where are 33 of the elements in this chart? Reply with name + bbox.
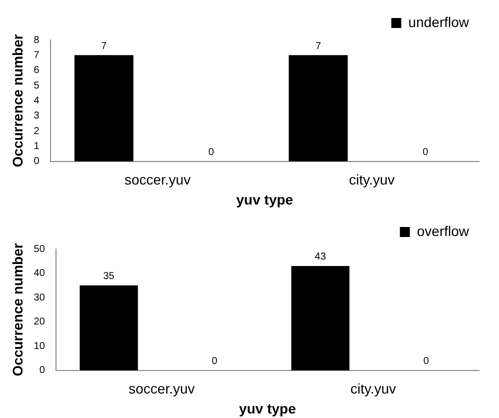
x-tick-label: city.yuv <box>349 172 395 188</box>
y-tick-label: 20 <box>34 316 46 328</box>
y-tick-label: 8 <box>34 34 40 46</box>
y-tick-label: 0 <box>34 156 40 168</box>
data-label: 7 <box>315 40 322 52</box>
y-tick-label: 40 <box>34 268 46 280</box>
legend-label: overflow <box>416 222 470 239</box>
x-tick-label: soccer.yuv <box>124 172 191 188</box>
y-axis-title: Occurrence number <box>9 242 26 376</box>
data-label: 7 <box>101 40 108 52</box>
y-tick-label: 4 <box>34 95 40 106</box>
data-label: 35 <box>103 271 115 282</box>
x-tick-label: city.yuv <box>350 380 396 397</box>
y-tick-label: 50 <box>34 244 46 255</box>
legend-label: underflow <box>408 14 470 30</box>
x-tick-label: soccer.yuv <box>128 380 195 397</box>
data-label: 0 <box>423 356 430 368</box>
data-label: 0 <box>212 356 218 368</box>
y-tick-label: 7 <box>34 50 40 61</box>
y-tick-label: 2 <box>34 126 40 137</box>
y-tick-label: 1 <box>34 140 40 152</box>
y-tick-label: 30 <box>34 292 46 304</box>
y-tick-label: 10 <box>34 340 46 352</box>
y-tick-label: 3 <box>34 110 40 122</box>
data-label: 0 <box>422 147 429 158</box>
x-axis-title: yuv type <box>239 400 296 416</box>
data-label: 43 <box>314 252 326 263</box>
y-tick-label: 6 <box>34 65 40 76</box>
y-tick-label: 0 <box>39 365 46 376</box>
y-tick-label: 5 <box>34 80 40 92</box>
x-axis-title: yuv type <box>236 191 294 208</box>
data-label: 0 <box>208 147 214 158</box>
y-axis-title: Occurrence number <box>9 34 26 168</box>
